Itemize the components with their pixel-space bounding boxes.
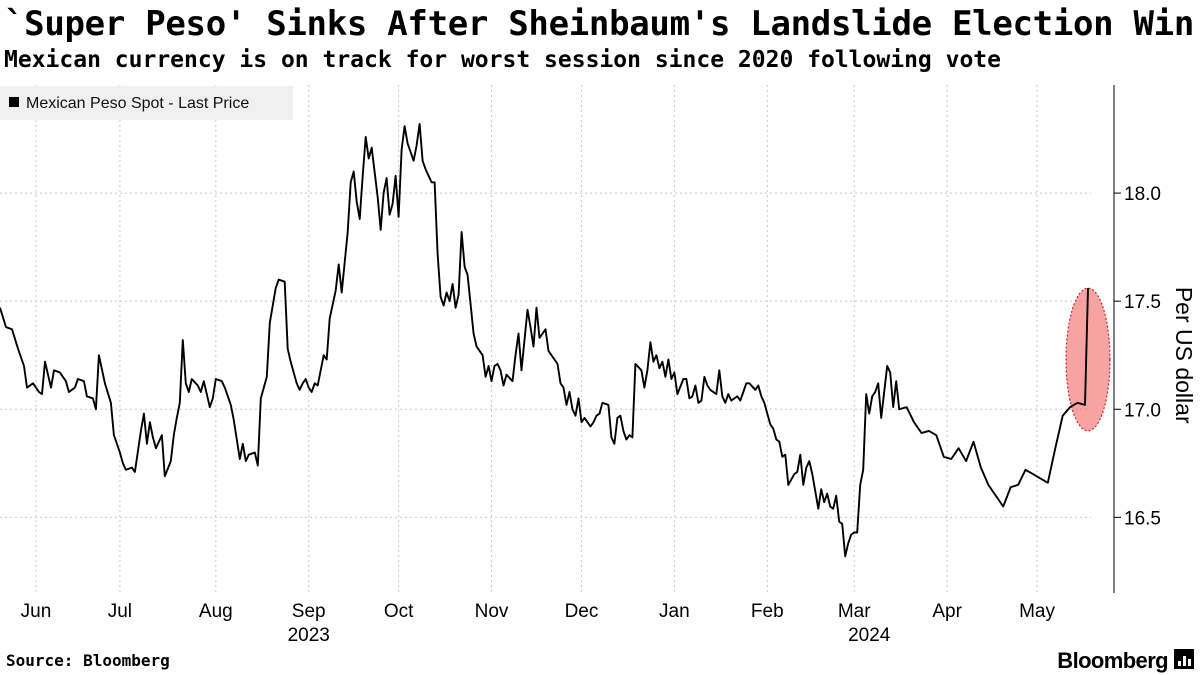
y-axis-label: Per US dollar [1171, 287, 1197, 424]
highlight-group [1065, 287, 1111, 432]
x-year-label: 2024 [848, 625, 891, 646]
x-tick-label: Nov [475, 601, 509, 622]
x-tick-label: Mar [838, 601, 871, 622]
y-tick-label: 16.5 [1124, 508, 1161, 529]
chart-title: `Super Peso' Sinks After Sheinbaum's Lan… [4, 4, 1195, 44]
legend: Mexican Peso Spot - Last Price [0, 86, 293, 120]
chart-subtitle: Mexican currency is on track for worst s… [4, 47, 1001, 73]
x-tick-label: Jul [108, 601, 132, 622]
y-tick-label: 17.0 [1124, 400, 1161, 421]
x-axis: Jun Jul Aug Sep Oct Nov Dec Jan Feb Mar Apr May 2023… [21, 601, 1056, 646]
legend-background [0, 86, 293, 120]
x-tick-label: Jan [659, 601, 690, 622]
x-tick-label: Jun [21, 601, 52, 622]
y-tick-label: 17.5 [1124, 292, 1161, 313]
source-note: Source: Bloomberg [6, 651, 170, 670]
bloomberg-logo: Bloomberg [1057, 648, 1168, 673]
bloomberg-mark-icon [1174, 649, 1194, 669]
election-highlight-ellipse [1065, 287, 1111, 432]
y-axis: 16.5 17.0 17.5 18.0 [1113, 85, 1161, 593]
x-tick-label: Sep [292, 601, 326, 622]
legend-label: Mexican Peso Spot - Last Price [26, 95, 249, 112]
x-tick-label: Oct [384, 601, 414, 622]
x-year-label: 2023 [288, 625, 330, 646]
x-tick-label: May [1019, 601, 1055, 622]
x-tick-label: Apr [932, 601, 962, 622]
series-line [0, 122, 1089, 558]
x-tick-label: Aug [199, 601, 233, 622]
legend-swatch [9, 97, 19, 107]
y-tick-label: 18.0 [1124, 184, 1161, 205]
x-tick-label: Feb [751, 601, 784, 622]
x-tick-label: Dec [565, 601, 599, 622]
grid-lines [0, 85, 1091, 593]
series-group [0, 122, 1089, 558]
